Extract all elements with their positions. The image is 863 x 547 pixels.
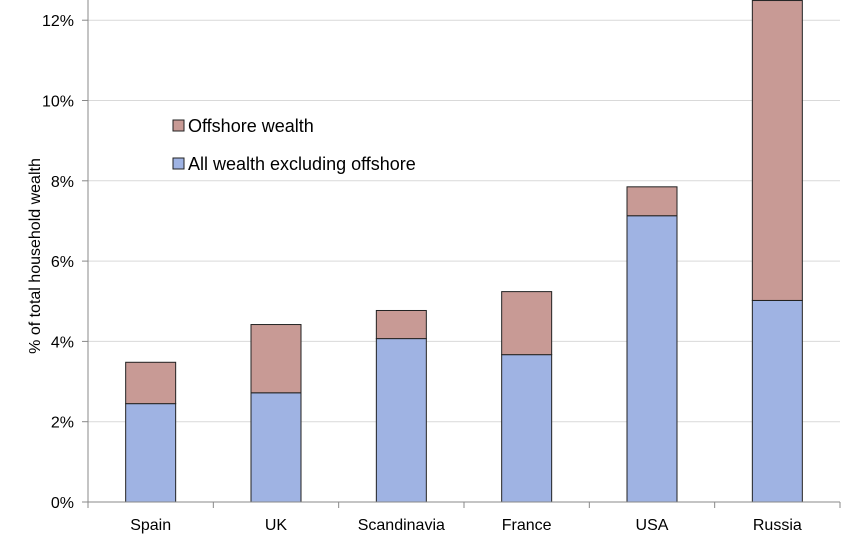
gridlines bbox=[88, 19, 840, 423]
x-tick-labels: Spain UK Scandinavia France USA Russia bbox=[130, 517, 802, 534]
x-tick-label: Spain bbox=[130, 517, 171, 534]
bar-segment-excluding-offshore bbox=[125, 403, 177, 503]
y-tick-label: 12% bbox=[42, 13, 74, 30]
bar-segment-offshore bbox=[751, 0, 803, 301]
legend-label: All wealth excluding offshore bbox=[188, 154, 416, 174]
bar-segment-offshore bbox=[125, 361, 177, 405]
bar-segment-offshore bbox=[375, 309, 427, 340]
bar-segment-offshore bbox=[501, 291, 553, 356]
y-axis-label: % of total household wealth bbox=[27, 158, 44, 354]
x-tick-label: USA bbox=[636, 517, 669, 534]
y-tick-label: 2% bbox=[51, 415, 74, 432]
legend-label: Offshore wealth bbox=[188, 116, 314, 136]
axes bbox=[82, 0, 841, 508]
y-tick-labels: 0% 2% 4% 6% 8% 10% 12% bbox=[42, 13, 74, 512]
x-tick-label: France bbox=[502, 517, 552, 534]
bar-segment-excluding-offshore bbox=[501, 354, 553, 503]
bar-segment-excluding-offshore bbox=[626, 215, 678, 503]
bars bbox=[125, 0, 803, 503]
legend: Offshore wealth All wealth excluding offs… bbox=[172, 116, 416, 174]
x-tick-label: Russia bbox=[753, 517, 802, 534]
x-tick-label: UK bbox=[265, 517, 288, 534]
y-tick-label: 10% bbox=[42, 94, 74, 111]
y-tick-label: 4% bbox=[51, 334, 74, 351]
bar-segment-excluding-offshore bbox=[375, 338, 427, 503]
bar-segment-excluding-offshore bbox=[751, 299, 803, 503]
x-tick-label: Scandinavia bbox=[358, 517, 445, 534]
y-tick-label: 6% bbox=[51, 254, 74, 271]
legend-swatch bbox=[172, 119, 185, 132]
legend-swatch bbox=[172, 157, 185, 170]
bar-segment-offshore bbox=[626, 186, 678, 217]
bar-segment-excluding-offshore bbox=[250, 392, 302, 503]
y-tick-label: 8% bbox=[51, 174, 74, 191]
bar-segment-offshore bbox=[250, 324, 302, 394]
y-tick-label: 0% bbox=[51, 495, 74, 512]
